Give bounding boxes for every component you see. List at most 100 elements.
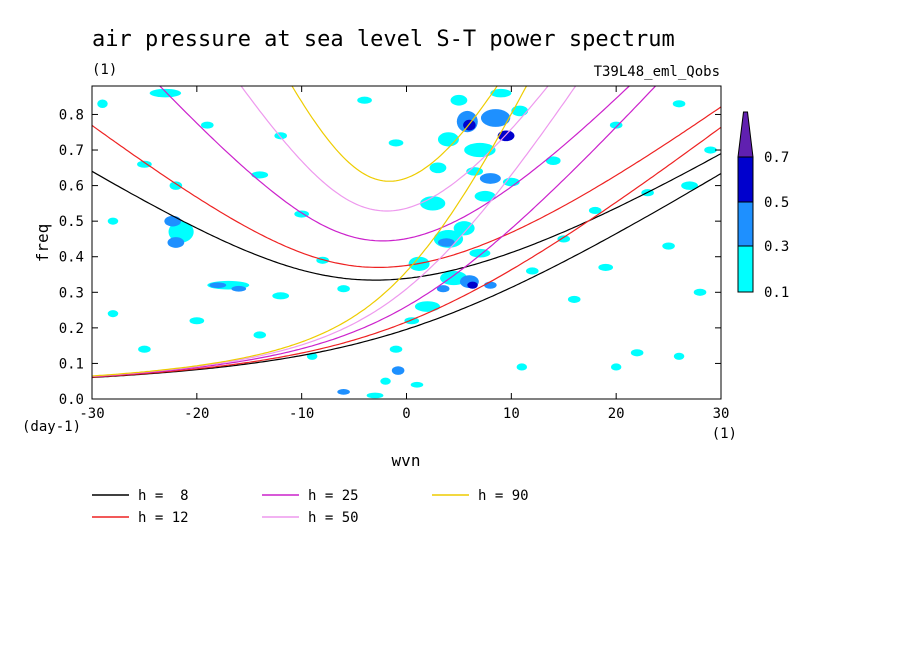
contour-patch [107, 310, 119, 318]
y-tick-label: 0.4 [59, 250, 84, 266]
y-tick-label: 0.6 [59, 179, 84, 195]
contour-patch [107, 217, 119, 225]
contour-patch [588, 206, 602, 215]
colorbar: 0.1 0.3 0.5 0.7 [737, 111, 789, 301]
contour-patch [388, 139, 404, 147]
y-tick-label: 0.8 [59, 107, 84, 123]
dispersion-curve [92, 86, 577, 377]
y-tick-label: 0.7 [59, 143, 84, 159]
contour-patch [167, 237, 185, 248]
contour-patch [357, 96, 372, 104]
legend: h = 8 h = 12 h = 25 h = 50 h = 90 [92, 488, 529, 526]
dispersion-curve [92, 153, 721, 281]
contour-patch [545, 156, 561, 165]
contour-patch [138, 345, 151, 353]
contour-patch [380, 377, 391, 385]
legend-label: h = 8 [138, 488, 189, 504]
x-axis-label: wvn [392, 451, 421, 470]
y-axis-unit: (day-1) [22, 419, 81, 435]
contour-patch [337, 285, 350, 293]
y-axis-label: freq [33, 224, 52, 263]
contour-patch [516, 363, 528, 371]
contour-patch [526, 267, 539, 275]
contour-patch [469, 248, 491, 258]
x-tick-label: 0 [402, 406, 410, 422]
y-tick-label: 0.3 [59, 285, 84, 301]
contour-patch [436, 285, 450, 293]
contour-patch [168, 221, 194, 243]
contour-patch [231, 285, 247, 292]
chart-subtitle-left: (1) [92, 62, 117, 78]
contour-patch [253, 331, 267, 339]
chart-title: air pressure at sea level S-T power spec… [92, 27, 675, 52]
colorbar-label: 0.7 [764, 150, 789, 166]
dispersion-curve [240, 86, 549, 212]
colorbar-arrow [737, 111, 754, 158]
plot-frame [91, 85, 722, 400]
legend-label: h = 90 [478, 488, 529, 504]
x-axis: -30 -20 -10 0 10 20 30 [79, 86, 729, 422]
chart-subtitle-right: T39L48_eml_Qobs [594, 64, 720, 80]
contour-patch [149, 88, 182, 98]
contour-patch [610, 363, 622, 371]
dispersion-curve [92, 86, 528, 377]
contour-patch [414, 301, 441, 312]
contour-patch [673, 352, 685, 360]
contour-patch [497, 130, 515, 142]
dispersion-curve [92, 172, 721, 379]
contour-patch [437, 238, 455, 247]
x-tick-label: -10 [289, 406, 314, 422]
contour-patch [511, 105, 529, 117]
colorbar-segment [737, 201, 754, 247]
dispersion-curve [92, 126, 721, 378]
contour-patch [474, 190, 496, 202]
contour-patch [557, 235, 571, 243]
x-tick-label: 20 [608, 406, 625, 422]
contour-patch [630, 349, 644, 357]
contour-patch [272, 292, 290, 300]
y-axis: 0.0 0.1 0.2 0.3 0.4 0.5 0.6 0.7 0.8 [59, 107, 721, 408]
contour-patch [420, 196, 446, 211]
contour-patch [137, 160, 152, 168]
colorbar-label: 0.1 [764, 285, 789, 301]
dispersion-curve [291, 86, 498, 182]
dispersion-curve [92, 106, 721, 268]
x-tick-label: 10 [503, 406, 520, 422]
colorbar-label: 0.5 [764, 195, 789, 211]
contour-patch [164, 215, 182, 227]
contour-patch [389, 345, 403, 353]
dispersion-curves [92, 86, 721, 379]
contour-patch [681, 181, 698, 190]
contour-patch [410, 381, 424, 388]
contour-patch [693, 288, 707, 296]
x-axis-unit: (1) [712, 426, 737, 442]
contour-patch [391, 366, 405, 375]
x-tick-label: -30 [79, 406, 104, 422]
contour-patch [201, 121, 214, 129]
contour-patch [484, 281, 497, 289]
colorbar-label: 0.3 [764, 239, 789, 255]
contour-patch [490, 88, 512, 98]
y-tick-label: 0.1 [59, 356, 84, 372]
legend-label: h = 50 [308, 510, 359, 526]
colorbar-segment [737, 156, 754, 203]
contour-patch [404, 317, 420, 325]
x-tick-label: -20 [184, 406, 209, 422]
y-tick-label: 0.5 [59, 214, 84, 230]
contour-patch [337, 389, 350, 395]
legend-label: h = 25 [308, 488, 359, 504]
contour-fill-layer [97, 88, 717, 399]
contour-patch [97, 99, 108, 109]
colorbar-segment [737, 245, 754, 293]
contour-patch [450, 94, 468, 106]
contour-patch [429, 162, 447, 174]
contour-patch [479, 173, 501, 184]
contour-patch [467, 281, 478, 289]
contour-patch [598, 263, 614, 271]
contour-patch [704, 146, 717, 154]
dispersion-curve [158, 86, 631, 242]
contour-patch [169, 181, 183, 190]
contour-patch [567, 295, 581, 303]
contour-patch [366, 392, 384, 399]
